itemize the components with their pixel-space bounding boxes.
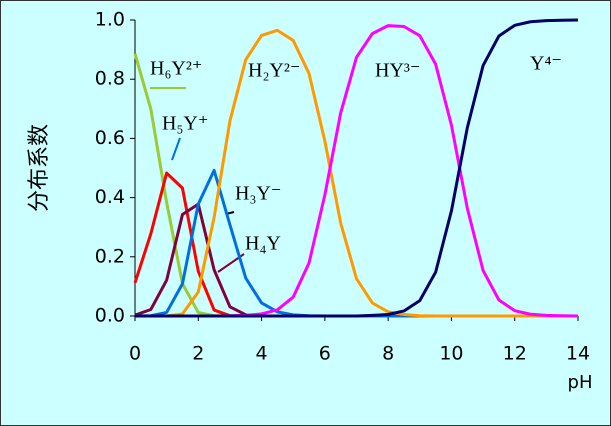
annotation-arrows [150, 87, 245, 273]
y-tick-label: 0.0 [95, 305, 125, 327]
series-label: Y⁴⁻ [530, 53, 562, 75]
series-label: H₂Y²⁻ [248, 60, 300, 82]
y-tick-label: 0.4 [95, 186, 125, 208]
x-tick-label: 8 [382, 343, 394, 365]
series-label: H₅Y⁺ [162, 113, 208, 135]
x-tick-label: 2 [192, 343, 204, 365]
series-label: H₄Y [245, 233, 281, 255]
series-label: H₆Y²⁺ [150, 58, 202, 80]
y-axis-label: 分布系数 [27, 124, 52, 212]
y-tick-label: 0.6 [95, 127, 125, 149]
y-tick-label: 0.8 [95, 68, 125, 90]
y-tick-label: 1.0 [95, 9, 125, 31]
x-axis-label: pH [568, 372, 593, 393]
series-line [135, 18, 579, 318]
x-tick-label: 14 [566, 343, 590, 365]
x-tick-label: 0 [129, 343, 141, 365]
series-label: HY³⁻ [375, 60, 420, 82]
y-tick-label: 0.2 [95, 245, 125, 267]
x-tick-label: 10 [439, 343, 463, 365]
arrow [171, 137, 181, 161]
x-tick-label: 12 [503, 343, 527, 365]
x-tick-label: 4 [256, 343, 268, 365]
series-line [135, 28, 578, 318]
x-tick-label: 6 [319, 343, 331, 365]
series-label: H₃Y⁻ [235, 183, 281, 205]
